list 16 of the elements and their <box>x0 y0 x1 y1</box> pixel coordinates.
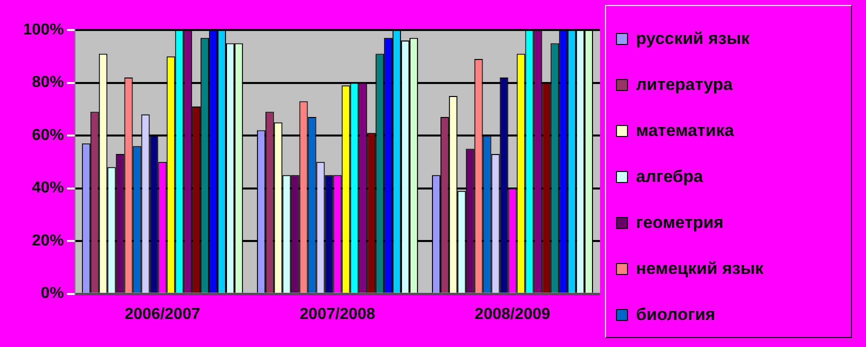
x-tick-label: 2008/2009 <box>474 306 550 323</box>
y-tick-label: 0% <box>40 285 64 302</box>
legend-label: литература <box>636 75 733 95</box>
legend-label: немецкий язык <box>636 259 764 279</box>
y-tick-label: 100% <box>23 21 64 38</box>
y-tick-label: 40% <box>32 180 64 197</box>
y-tick-label: 60% <box>32 126 64 144</box>
legend-label: математика <box>636 121 734 141</box>
legend-label: биология <box>636 305 716 325</box>
legend-label: геометрия <box>636 213 724 233</box>
legend-label: алгебра <box>636 167 703 187</box>
x-tick-label: 2007/2008 <box>300 306 376 323</box>
legend-label: русский язык <box>636 29 750 49</box>
y-tick-label: 80% <box>32 74 64 92</box>
x-tick-label: 2006/2007 <box>124 306 200 323</box>
y-tick-label: 20% <box>32 232 64 250</box>
